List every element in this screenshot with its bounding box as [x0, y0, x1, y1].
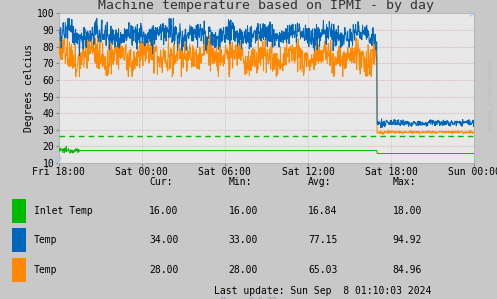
- Text: 65.03: 65.03: [308, 265, 337, 275]
- Text: Cur:: Cur:: [149, 177, 172, 187]
- Text: 77.15: 77.15: [308, 235, 337, 245]
- Text: 34.00: 34.00: [149, 235, 178, 245]
- Text: 16.00: 16.00: [229, 206, 258, 216]
- Y-axis label: Degrees celcius: Degrees celcius: [24, 44, 34, 132]
- Text: 28.00: 28.00: [149, 265, 178, 275]
- Text: Avg:: Avg:: [308, 177, 331, 187]
- Text: Temp: Temp: [34, 235, 57, 245]
- Text: 94.92: 94.92: [393, 235, 422, 245]
- Text: 84.96: 84.96: [393, 265, 422, 275]
- Text: 16.00: 16.00: [149, 206, 178, 216]
- Bar: [12, 228, 26, 252]
- Text: 16.84: 16.84: [308, 206, 337, 216]
- Bar: [12, 199, 26, 223]
- Text: 18.00: 18.00: [393, 206, 422, 216]
- Text: Munin 2.0.73: Munin 2.0.73: [221, 297, 276, 299]
- Text: Inlet Temp: Inlet Temp: [34, 206, 92, 216]
- Text: Last update: Sun Sep  8 01:10:03 2024: Last update: Sun Sep 8 01:10:03 2024: [214, 286, 431, 296]
- Text: RRDTOOL / TOBI OETIKER: RRDTOOL / TOBI OETIKER: [488, 60, 493, 132]
- Text: Temp: Temp: [34, 265, 57, 275]
- Text: 28.00: 28.00: [229, 265, 258, 275]
- Text: Min:: Min:: [229, 177, 252, 187]
- Text: 33.00: 33.00: [229, 235, 258, 245]
- Title: Machine temperature based on IPMI - by day: Machine temperature based on IPMI - by d…: [98, 0, 434, 12]
- Bar: [12, 258, 26, 282]
- Text: Max:: Max:: [393, 177, 416, 187]
